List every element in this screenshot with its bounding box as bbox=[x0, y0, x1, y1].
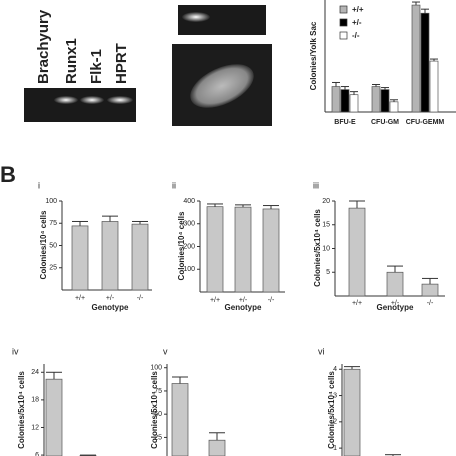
x-axis-label: Genotype bbox=[377, 303, 414, 312]
legend-label: -/- bbox=[352, 31, 360, 40]
x-tick-label: +/- bbox=[391, 300, 400, 307]
y-axis-label: Colonies/5x10⁴ cells bbox=[150, 371, 159, 449]
y-tick-label: 4 bbox=[333, 366, 337, 373]
y-tick-label: 200 bbox=[183, 243, 195, 250]
y-tick-label: 18 bbox=[31, 397, 39, 404]
y-axis-label: Colonies/10⁴ cells bbox=[177, 211, 186, 280]
y-tick-label: 25 bbox=[154, 434, 162, 441]
panel-label: i bbox=[38, 180, 40, 190]
x-tick-label: -/- bbox=[427, 300, 434, 307]
y-tick-label: 100 bbox=[183, 266, 195, 273]
x-tick-label: -/- bbox=[268, 297, 275, 304]
y-tick-label: 24 bbox=[31, 369, 39, 376]
y-tick-label: 75 bbox=[49, 220, 57, 227]
bar bbox=[348, 207, 366, 297]
y-axis-label: Colonies/10⁴ cells bbox=[39, 210, 48, 279]
y-tick-label: 1 bbox=[333, 445, 337, 452]
y-tick-label: 25 bbox=[49, 265, 57, 272]
bar bbox=[411, 4, 421, 113]
legend-swatch bbox=[339, 5, 348, 14]
legend-label: +/+ bbox=[352, 5, 364, 14]
y-tick-label: 50 bbox=[49, 242, 57, 249]
y-tick-label: 20 bbox=[322, 198, 330, 205]
gel-lane-label: HPRT bbox=[113, 43, 130, 84]
bar bbox=[371, 86, 381, 113]
bar bbox=[421, 283, 439, 297]
x-tick-label: CFU-GM bbox=[371, 119, 399, 126]
bar bbox=[380, 89, 390, 113]
bar bbox=[208, 439, 226, 456]
y-tick-label: 100 bbox=[150, 365, 162, 372]
gel-lane-label: Flk-1 bbox=[88, 49, 105, 84]
bar bbox=[386, 271, 404, 297]
gel-lane-label: Runx1 bbox=[63, 38, 80, 84]
bar bbox=[331, 86, 341, 113]
bar bbox=[429, 60, 439, 113]
bar bbox=[101, 221, 119, 291]
bar bbox=[262, 208, 280, 293]
gel-lane-label: Brachyury bbox=[35, 9, 52, 84]
bar bbox=[131, 223, 149, 291]
y-tick-label: 12 bbox=[31, 424, 39, 431]
bar bbox=[206, 206, 224, 293]
bar bbox=[234, 206, 252, 293]
x-axis-label: Genotype bbox=[92, 303, 129, 312]
cell-image bbox=[172, 44, 272, 126]
gel-image-small bbox=[178, 5, 266, 35]
y-tick-label: 400 bbox=[183, 198, 195, 205]
bar bbox=[71, 225, 89, 291]
y-tick-label: 5 bbox=[326, 269, 330, 276]
y-tick-label: 75 bbox=[154, 388, 162, 395]
legend-label: +/- bbox=[352, 18, 362, 27]
gel-image bbox=[24, 88, 136, 122]
y-axis-label: Colonies/5x10⁴ cells bbox=[313, 209, 322, 287]
x-tick-label: +/- bbox=[239, 297, 248, 304]
bar bbox=[340, 89, 350, 113]
bar bbox=[420, 12, 430, 113]
x-tick-label: -/- bbox=[137, 295, 144, 302]
panel-label: iii bbox=[313, 180, 319, 190]
y-tick-label: 50 bbox=[154, 411, 162, 418]
x-axis-label: Genotype bbox=[225, 303, 262, 312]
y-tick-label: 3 bbox=[333, 392, 337, 399]
y-tick-label: 15 bbox=[322, 222, 330, 229]
bar bbox=[45, 378, 63, 456]
y-tick-label: 100 bbox=[45, 198, 57, 205]
panel-label: vi bbox=[318, 346, 325, 356]
x-tick-label: CFU-GEMM bbox=[406, 119, 445, 126]
x-tick-label: +/+ bbox=[75, 295, 85, 302]
x-tick-label: BFU-E bbox=[334, 119, 356, 126]
y-tick-label: 6 bbox=[35, 452, 39, 456]
x-tick-label: +/- bbox=[106, 295, 115, 302]
panel-label: iv bbox=[12, 346, 19, 356]
y-tick-label: 300 bbox=[183, 221, 195, 228]
y-axis-label: Colonies/5x10⁴ cells bbox=[327, 371, 336, 449]
bar bbox=[171, 383, 189, 456]
panel-label: v bbox=[163, 346, 168, 356]
x-tick-label: +/+ bbox=[210, 297, 220, 304]
legend-swatch bbox=[339, 18, 348, 27]
y-axis-label: Colonies/5x10⁴ cells bbox=[17, 371, 26, 449]
bar bbox=[389, 101, 399, 113]
legend-swatch bbox=[339, 31, 348, 40]
panel-label: B bbox=[0, 162, 16, 187]
bar bbox=[343, 368, 361, 456]
x-tick-label: +/+ bbox=[352, 300, 362, 307]
y-tick-label: 10 bbox=[322, 245, 330, 252]
panel-label: ii bbox=[172, 180, 176, 190]
y-axis-label: Colonies/Yolk Sac bbox=[309, 21, 318, 90]
bar bbox=[349, 94, 359, 113]
y-tick-label: 2 bbox=[333, 419, 337, 426]
